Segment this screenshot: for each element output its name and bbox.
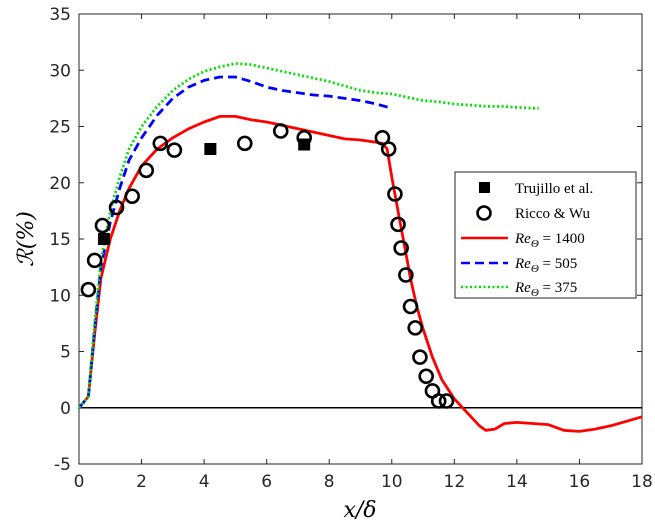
data-point-circle [398,267,414,283]
data-point-circle [412,349,428,365]
data-point-circle [296,129,313,146]
data-point-circle [402,298,419,315]
y-axis-label: ℛ(%) [14,211,39,267]
legend-label-ricco-wu: Ricco & Wu [515,206,590,222]
x-tick-label: 14 [506,472,528,492]
legend-re375-symbol: Re [514,280,531,296]
data-point-circle [380,141,397,157]
series-markers [80,123,455,409]
x-tick-label: 12 [444,472,466,492]
legend-re1400-suffix: = 1400 [539,231,585,247]
y-tick-label: -5 [54,455,71,475]
data-point-circle [393,240,409,256]
legend-re375-suffix: = 375 [539,280,577,296]
legend-re505-subscript: Θ [531,263,539,275]
y-tick-label: 5 [60,343,71,363]
x-tick-label: 18 [631,472,653,492]
legend-re1400-symbol: Re [514,231,531,247]
data-point-circle [390,216,406,233]
y-tick-label: 15 [49,230,71,250]
x-tick-label: 6 [261,472,272,492]
x-axis-label: x/δ [343,498,376,522]
legend-label-re1400: ReΘ = 1400 [514,231,585,250]
y-tick-label: 0 [60,399,71,419]
data-point-circle [80,281,97,298]
legend-re505-symbol: Re [514,256,531,272]
data-point-circle [387,186,403,202]
y-tick-label: 30 [49,61,71,81]
y-tick-label: 10 [49,286,71,306]
data-point-square [98,233,111,245]
legend-re1400-subscript: Θ [531,238,539,250]
legend: Trujillo et al. Ricco & Wu ReΘ = 1400 Re… [454,171,637,299]
legend-re505-suffix: = 505 [539,256,577,272]
legend-marker-trujillo [479,182,490,193]
legend-re375-subscript: Θ [531,287,539,299]
data-point-circle [418,368,434,385]
y-axis: -5 0 5 10 15 20 25 30 35 [49,5,642,475]
data-point-square [204,143,217,155]
data-point-circle [272,123,289,139]
data-point-circle [438,393,455,409]
x-tick-label: 16 [569,472,591,492]
data-point-circle [124,188,140,205]
series-line-4 [77,62,539,409]
data-point-circle [152,135,169,152]
x-tick-label: 4 [199,472,210,492]
data-point-circle [430,393,447,409]
y-tick-label: 25 [49,118,71,138]
data-point-circle [407,320,424,336]
data-point-circle [94,217,111,234]
y-tick-label: 35 [49,5,71,25]
legend-label-trujillo: Trujillo et al. [515,181,593,197]
x-tick-label: 10 [381,472,403,492]
legend-label-re505: ReΘ = 505 [514,256,577,275]
x-axis: 0 2 4 6 8 10 12 14 16 18 [74,14,653,492]
data-point-circle [374,129,391,146]
series-line-2 [77,115,643,433]
data-point-circle [86,252,103,269]
legend-label-re375: ReΘ = 375 [514,280,577,299]
data-point-circle [236,135,253,152]
data-point-circle [138,162,155,179]
legend-marker-ricco-wu [476,205,492,221]
y-tick-label: 20 [49,174,71,194]
data-point-circle [108,199,125,216]
x-tick-label: 2 [136,472,147,492]
x-tick-label: 8 [324,472,335,492]
data-point-circle [166,142,183,158]
x-tick-label: 0 [74,472,85,492]
